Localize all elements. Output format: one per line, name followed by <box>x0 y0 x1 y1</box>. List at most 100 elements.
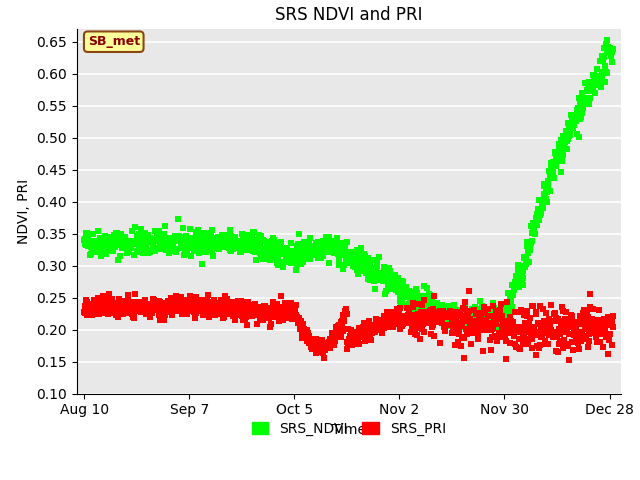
Point <box>162 303 172 311</box>
Point <box>515 270 525 278</box>
Point <box>384 270 394 277</box>
Point <box>243 298 253 305</box>
Point <box>429 305 439 312</box>
Point <box>449 321 459 329</box>
Point <box>427 300 437 307</box>
Point <box>420 299 430 306</box>
Point <box>343 256 353 264</box>
Point <box>193 302 203 310</box>
Point <box>581 95 591 102</box>
Point <box>508 319 518 326</box>
Point <box>527 227 538 235</box>
Point <box>548 158 559 166</box>
Point <box>535 206 545 214</box>
Point <box>413 314 424 322</box>
Point <box>374 253 384 261</box>
Point <box>352 339 362 347</box>
Point <box>221 298 232 305</box>
Point <box>242 307 252 315</box>
Point <box>446 311 456 319</box>
Point <box>183 244 193 252</box>
Point <box>394 320 404 328</box>
Point <box>438 304 448 312</box>
Point <box>243 299 253 306</box>
Point <box>357 333 367 341</box>
Point <box>461 325 472 333</box>
Point <box>484 316 495 324</box>
Point <box>108 306 118 314</box>
Point <box>337 323 348 330</box>
Point <box>340 244 350 252</box>
Point <box>365 260 376 268</box>
Point <box>124 291 134 299</box>
Point <box>350 333 360 341</box>
Point <box>453 323 463 330</box>
Point <box>371 270 381 277</box>
Point <box>431 314 441 322</box>
Point <box>145 247 155 255</box>
Point <box>287 251 298 258</box>
Point <box>388 308 399 316</box>
Point <box>485 336 495 344</box>
Point <box>481 306 491 313</box>
Point <box>370 285 380 293</box>
Point <box>514 283 524 291</box>
Point <box>397 297 407 304</box>
Point <box>406 325 417 333</box>
Point <box>428 321 438 328</box>
Point <box>211 243 221 251</box>
Point <box>544 167 554 175</box>
Point <box>221 231 231 239</box>
Point <box>532 205 543 213</box>
Point <box>388 274 399 281</box>
Point <box>546 301 556 309</box>
Point <box>125 305 135 312</box>
Point <box>384 264 394 272</box>
Point <box>202 240 212 247</box>
Point <box>253 242 263 250</box>
Point <box>299 331 309 338</box>
Point <box>438 322 449 330</box>
Point <box>177 305 187 313</box>
Point <box>188 240 198 248</box>
Point <box>164 249 175 257</box>
Point <box>205 239 216 246</box>
Point <box>588 79 598 87</box>
Point <box>167 312 177 319</box>
Point <box>607 58 618 66</box>
Point <box>205 303 215 311</box>
Point <box>379 324 389 332</box>
Point <box>551 153 561 160</box>
Point <box>441 313 451 321</box>
Point <box>234 312 244 319</box>
Point <box>542 198 552 205</box>
Point <box>412 289 422 297</box>
Point <box>586 88 596 96</box>
Point <box>313 342 323 350</box>
Point <box>349 254 359 262</box>
Point <box>86 246 97 253</box>
Point <box>376 320 386 328</box>
Point <box>303 330 313 337</box>
Point <box>229 307 239 315</box>
Point <box>188 236 198 244</box>
Point <box>564 331 574 338</box>
Point <box>84 238 95 245</box>
Point <box>305 242 316 250</box>
Point <box>196 234 206 242</box>
Point <box>478 348 488 355</box>
Point <box>493 315 504 323</box>
Point <box>347 338 357 346</box>
Point <box>126 300 136 307</box>
Point <box>280 256 291 264</box>
Point <box>276 307 286 315</box>
Point <box>140 229 150 237</box>
Point <box>336 334 346 341</box>
Point <box>317 349 328 357</box>
Point <box>529 221 539 229</box>
Point <box>302 254 312 262</box>
Point <box>475 320 485 328</box>
Point <box>381 287 392 295</box>
Point <box>460 300 470 308</box>
Point <box>394 315 404 323</box>
